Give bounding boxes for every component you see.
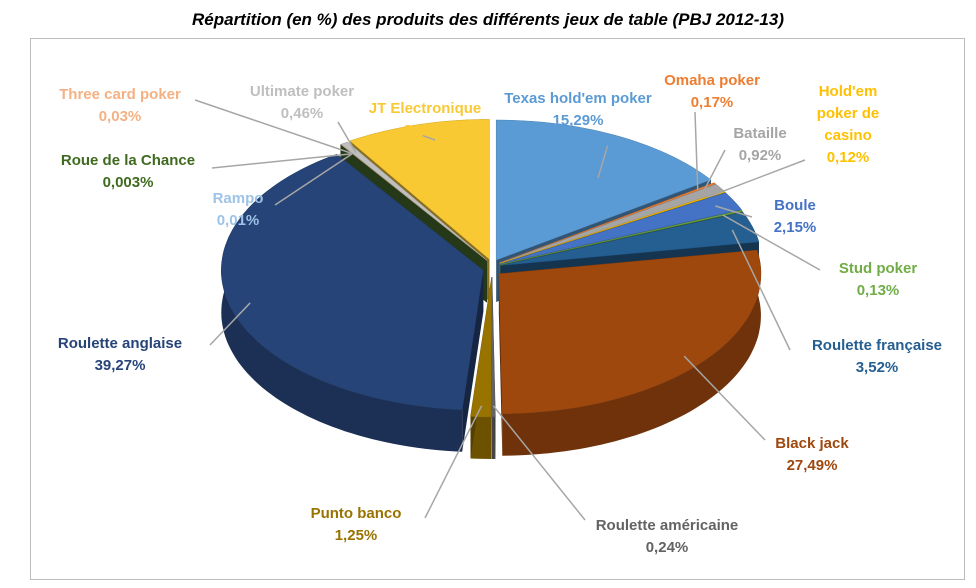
- label-value: 0,12%: [826, 149, 870, 166]
- slice: [340, 141, 488, 261]
- label-name: Hold'em poker de casino: [816, 83, 880, 144]
- slice: [495, 119, 712, 261]
- leader-line: [731, 229, 791, 351]
- label-name: Rampo: [212, 190, 264, 207]
- label-name: Omaha poker: [664, 72, 760, 89]
- slice: [499, 192, 742, 265]
- slice-side: [491, 417, 496, 459]
- data-label: Ultimate poker 0,46%: [227, 81, 377, 125]
- leader-line: [683, 355, 766, 441]
- label-name: Bataille: [733, 125, 787, 142]
- label-value: 2,15%: [773, 219, 817, 236]
- label-name: Three card poker: [59, 86, 181, 103]
- leader-line: [274, 153, 353, 206]
- label-name: Ultimate poker: [249, 83, 355, 100]
- label-name: Roue de la Chance: [60, 152, 196, 169]
- leader-line: [701, 149, 726, 194]
- data-label: Black jack 27,49%: [767, 433, 857, 477]
- label-value: 8,94%: [403, 122, 447, 139]
- leader-line: [337, 121, 357, 153]
- label-value: 0,03%: [98, 108, 142, 125]
- data-label: Hold'em poker de casino 0,12%: [803, 81, 893, 169]
- data-label: Omaha poker 0,17%: [657, 70, 767, 114]
- data-label: Boule 2,15%: [755, 195, 835, 239]
- slice: [500, 209, 744, 265]
- label-name: Roulette française: [811, 337, 943, 354]
- data-label: Roue de la Chance 0,003%: [43, 150, 213, 194]
- slice-wall: [462, 270, 484, 452]
- leader-line: [194, 99, 353, 155]
- leader-line: [694, 111, 699, 190]
- leader-line: [722, 214, 821, 271]
- label-name: JT Electronique: [368, 100, 482, 117]
- data-label: Bataille 0,92%: [715, 123, 805, 167]
- label-value: 15,29%: [552, 112, 604, 129]
- slice: [470, 276, 492, 418]
- label-value: 0,01%: [216, 212, 260, 229]
- leader-line: [424, 405, 483, 519]
- slice-side: [221, 154, 463, 452]
- slice: [499, 182, 717, 264]
- slice: [499, 190, 726, 264]
- leader-line: [706, 159, 806, 199]
- leader-line: [492, 405, 586, 521]
- label-name: Boule: [774, 197, 816, 214]
- data-label: Rampo 0,01%: [198, 188, 278, 232]
- label-name: Black jack: [775, 435, 849, 452]
- label-value: 3,52%: [855, 359, 899, 376]
- label-value: 27,49%: [786, 457, 838, 474]
- label-name: Roulette anglaise: [57, 335, 183, 352]
- label-name: Punto banco: [310, 505, 402, 522]
- label-name: Roulette américaine: [595, 517, 739, 534]
- label-value: 39,27%: [94, 357, 146, 374]
- data-label: Stud poker 0,13%: [823, 258, 933, 302]
- leader-line: [715, 205, 753, 218]
- label-value: 0,17%: [690, 94, 734, 111]
- data-label: Three card poker 0,03%: [40, 84, 200, 128]
- leader-line: [597, 145, 609, 179]
- leader-line: [211, 152, 353, 169]
- data-label: Roulette française 3,52%: [792, 335, 962, 379]
- data-label: JT Electronique 8,94%: [360, 98, 490, 142]
- label-value: 0,003%: [102, 174, 154, 191]
- label-value: 0,13%: [856, 282, 900, 299]
- label-value: 1,25%: [334, 527, 378, 544]
- label-value: 0,92%: [738, 147, 782, 164]
- chart-frame: [30, 38, 965, 580]
- slice-side: [470, 416, 492, 459]
- leader-line: [422, 134, 436, 141]
- data-label: Roulette anglaise 39,27%: [30, 333, 210, 377]
- label-value: 0,24%: [645, 539, 689, 556]
- slice-side: [502, 250, 761, 456]
- label-name: Texas hold'em poker: [504, 90, 652, 107]
- leader-line: [209, 302, 251, 346]
- data-label: Roulette américaine 0,24%: [572, 515, 762, 559]
- slice: [491, 276, 496, 418]
- data-label: Punto banco 1,25%: [291, 503, 421, 547]
- label-value: 0,46%: [280, 105, 324, 122]
- data-label: Texas hold'em poker 15,29%: [503, 88, 653, 132]
- chart-title: Répartition (en %) des produits des diff…: [192, 10, 784, 29]
- label-name: Stud poker: [838, 260, 918, 277]
- slice: [349, 119, 490, 260]
- slice: [221, 153, 484, 411]
